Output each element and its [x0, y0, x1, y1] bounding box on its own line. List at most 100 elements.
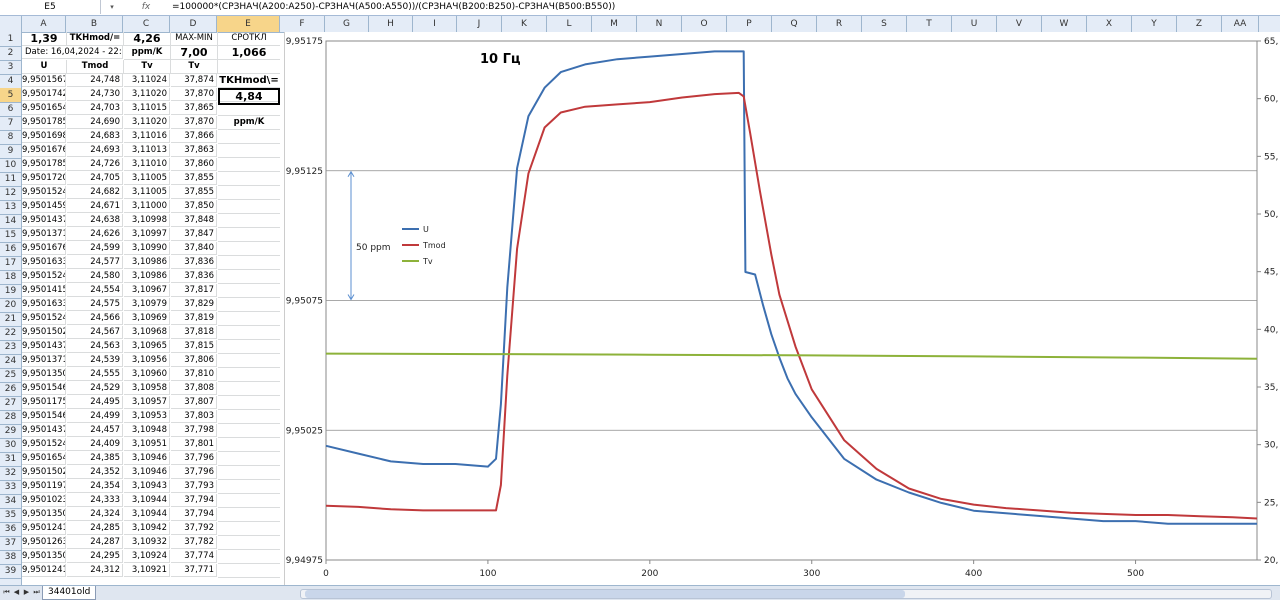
- cell-a18[interactable]: 9,9501524: [22, 270, 66, 283]
- cell-d9[interactable]: 37,863: [171, 144, 217, 157]
- cell-a33[interactable]: 9,9501197: [22, 480, 66, 493]
- name-box-dropdown-icon[interactable]: ▾: [110, 3, 114, 11]
- cell-a3[interactable]: U: [22, 60, 67, 74]
- cell-d17[interactable]: 37,836: [171, 256, 217, 269]
- last-sheet-icon[interactable]: ⏭: [33, 588, 40, 596]
- column-header-r[interactable]: R: [817, 16, 862, 32]
- cell-c39[interactable]: 3,10921: [124, 564, 170, 577]
- row-header-28[interactable]: 28: [0, 410, 21, 425]
- cell-a7[interactable]: 9,9501785: [22, 116, 66, 129]
- select-all-corner[interactable]: [0, 16, 22, 32]
- cell-c10[interactable]: 3,11010: [124, 158, 170, 171]
- cell-e11[interactable]: [218, 172, 280, 186]
- cell-b13[interactable]: 24,671: [67, 200, 123, 213]
- cell-c32[interactable]: 3,10946: [124, 466, 170, 479]
- cell-d32[interactable]: 37,796: [171, 466, 217, 479]
- cell-b5[interactable]: 24,730: [67, 88, 123, 101]
- cell-c16[interactable]: 3,10990: [124, 242, 170, 255]
- cell-a15[interactable]: 9,9501371: [22, 228, 66, 241]
- cell-d31[interactable]: 37,796: [171, 452, 217, 465]
- column-header-a[interactable]: A: [22, 16, 66, 32]
- cell-a10[interactable]: 9,9501785: [22, 158, 66, 171]
- cell-e18[interactable]: [218, 270, 280, 284]
- cell-e30[interactable]: [218, 438, 280, 452]
- cell-d11[interactable]: 37,855: [171, 172, 217, 185]
- column-header-k[interactable]: K: [502, 16, 547, 32]
- cell-e26[interactable]: [218, 382, 280, 396]
- cell-e21[interactable]: [218, 312, 280, 326]
- cell-a21[interactable]: 9,9501524: [22, 312, 66, 325]
- sheet-tab-34401old[interactable]: 34401old: [42, 586, 97, 600]
- row-header-7[interactable]: 7: [0, 116, 21, 131]
- cell-b22[interactable]: 24,567: [67, 326, 123, 339]
- cell-c13[interactable]: 3,11000: [124, 200, 170, 213]
- row-header-32[interactable]: 32: [0, 466, 21, 481]
- cell-e6[interactable]: ppm/K: [218, 116, 280, 130]
- column-header-s[interactable]: S: [862, 16, 907, 32]
- row-header-4[interactable]: 4: [0, 74, 21, 89]
- cell-c7[interactable]: 3,11020: [124, 116, 170, 129]
- row-header-37[interactable]: 37: [0, 536, 21, 551]
- cell-e35[interactable]: [218, 508, 280, 522]
- cell-d36[interactable]: 37,792: [171, 522, 217, 535]
- cell-grid[interactable]: 1,39 TKHmod/= 4,26 MAX-MIN СРОТКЛ Date: …: [22, 32, 280, 585]
- cell-b19[interactable]: 24,554: [67, 284, 123, 297]
- column-header-j[interactable]: J: [457, 16, 502, 32]
- row-header-33[interactable]: 33: [0, 480, 21, 495]
- cell-e8[interactable]: [218, 130, 280, 144]
- row-header-22[interactable]: 22: [0, 326, 21, 341]
- cell-b6[interactable]: 24,703: [67, 102, 123, 115]
- cell-d4[interactable]: 37,874: [171, 74, 217, 87]
- column-header-y[interactable]: Y: [1132, 16, 1177, 32]
- cell-b14[interactable]: 24,638: [67, 214, 123, 227]
- cell-d28[interactable]: 37,803: [171, 410, 217, 423]
- row-header-39[interactable]: 39: [0, 564, 21, 579]
- cell-c15[interactable]: 3,10997: [124, 228, 170, 241]
- cell-b39[interactable]: 24,312: [67, 564, 123, 577]
- cell-c4[interactable]: 3,11024: [124, 74, 170, 87]
- next-sheet-icon[interactable]: ▶: [23, 588, 30, 596]
- cell-a32[interactable]: 9,9501502: [22, 466, 66, 479]
- cell-d34[interactable]: 37,794: [171, 494, 217, 507]
- cell-a27[interactable]: 9,9501175: [22, 396, 66, 409]
- cell-c35[interactable]: 3,10944: [124, 508, 170, 521]
- row-header-31[interactable]: 31: [0, 452, 21, 467]
- row-header-26[interactable]: 26: [0, 382, 21, 397]
- cell-a35[interactable]: 9,9501350: [22, 508, 66, 521]
- cell-d14[interactable]: 37,848: [171, 214, 217, 227]
- cell-e34[interactable]: [218, 494, 280, 508]
- column-header-e[interactable]: E: [217, 16, 280, 32]
- first-sheet-icon[interactable]: ⏮: [3, 588, 10, 596]
- cell-c6[interactable]: 3,11015: [124, 102, 170, 115]
- cell-a30[interactable]: 9,9501524: [22, 438, 66, 451]
- row-header-29[interactable]: 29: [0, 424, 21, 439]
- cell-e17[interactable]: [218, 256, 280, 270]
- cell-a2[interactable]: Date: 16,04,2024 - 22:23:54: [22, 46, 123, 59]
- cell-d12[interactable]: 37,855: [171, 186, 217, 199]
- row-header-8[interactable]: 8: [0, 130, 21, 145]
- cell-c14[interactable]: 3,10998: [124, 214, 170, 227]
- cell-e16[interactable]: [218, 242, 280, 256]
- cell-a11[interactable]: 9,9501720: [22, 172, 66, 185]
- column-header-x[interactable]: X: [1087, 16, 1132, 32]
- row-header-19[interactable]: 19: [0, 284, 21, 299]
- cell-e5-selected[interactable]: 4,84: [218, 88, 280, 105]
- cell-c8[interactable]: 3,11016: [124, 130, 170, 143]
- cell-d30[interactable]: 37,801: [171, 438, 217, 451]
- cell-d13[interactable]: 37,850: [171, 200, 217, 213]
- cell-b7[interactable]: 24,690: [67, 116, 123, 129]
- column-header-c[interactable]: C: [123, 16, 170, 32]
- cell-c23[interactable]: 3,10965: [124, 340, 170, 353]
- row-header-16[interactable]: 16: [0, 242, 21, 257]
- cell-d38[interactable]: 37,774: [171, 550, 217, 563]
- cell-c12[interactable]: 3,11005: [124, 186, 170, 199]
- cell-a26[interactable]: 9,9501546: [22, 382, 66, 395]
- cell-b31[interactable]: 24,385: [67, 452, 123, 465]
- cell-c34[interactable]: 3,10944: [124, 494, 170, 507]
- cell-e9[interactable]: [218, 144, 280, 158]
- line-chart[interactable]: 9,94975 9,95025 9,95075 9,95125 9,95175 20, 25…: [284, 32, 1280, 585]
- cell-b21[interactable]: 24,566: [67, 312, 123, 325]
- cell-e38[interactable]: [218, 550, 280, 564]
- cell-e25[interactable]: [218, 368, 280, 382]
- row-header-12[interactable]: 12: [0, 186, 21, 201]
